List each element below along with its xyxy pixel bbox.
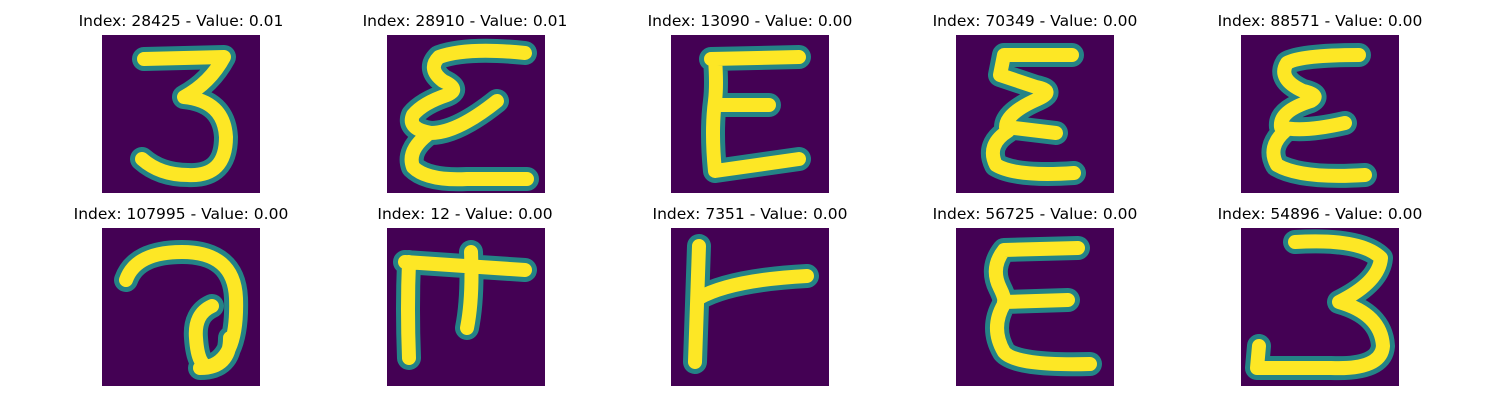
digit-panel-4: [956, 35, 1114, 193]
panel-title-10: Index: 54896 - Value: 0.00: [1217, 205, 1423, 223]
panel-title-1: Index: 28425 - Value: 0.01: [78, 12, 284, 30]
panel-title-5: Index: 88571 - Value: 0.00: [1217, 12, 1423, 30]
digit-panel-2: [387, 35, 545, 193]
digit-panel-6: [102, 228, 260, 386]
digit-panel-1: [102, 35, 260, 193]
handwritten-glyph-epsilon: [956, 35, 1114, 193]
handwritten-glyph-r: [671, 228, 829, 386]
handwritten-glyph-3: [102, 35, 260, 193]
handwritten-glyph-pi: [387, 228, 545, 386]
digit-panel-7: [387, 228, 545, 386]
digit-panel-10: [1241, 228, 1399, 386]
panel-title-3: Index: 13090 - Value: 0.00: [647, 12, 853, 30]
panel-title-4: Index: 70349 - Value: 0.00: [932, 12, 1138, 30]
panel-title-2: Index: 28910 - Value: 0.01: [362, 12, 568, 30]
handwritten-glyph-epsilon: [1241, 35, 1399, 193]
digit-panel-3: [671, 35, 829, 193]
panel-title-6: Index: 107995 - Value: 0.00: [73, 205, 289, 223]
digit-panel-5: [1241, 35, 1399, 193]
digit-panel-9: [956, 228, 1114, 386]
handwritten-glyph-E: [671, 35, 829, 193]
handwritten-glyph-epsilon: [387, 35, 545, 193]
panel-title-7: Index: 12 - Value: 0.00: [377, 205, 553, 223]
handwritten-glyph-E: [956, 228, 1114, 386]
digit-panel-8: [671, 228, 829, 386]
handwritten-glyph-schwa: [102, 228, 260, 386]
panel-title-9: Index: 56725 - Value: 0.00: [932, 205, 1138, 223]
panel-title-8: Index: 7351 - Value: 0.00: [652, 205, 848, 223]
handwritten-glyph-3: [1241, 228, 1399, 386]
